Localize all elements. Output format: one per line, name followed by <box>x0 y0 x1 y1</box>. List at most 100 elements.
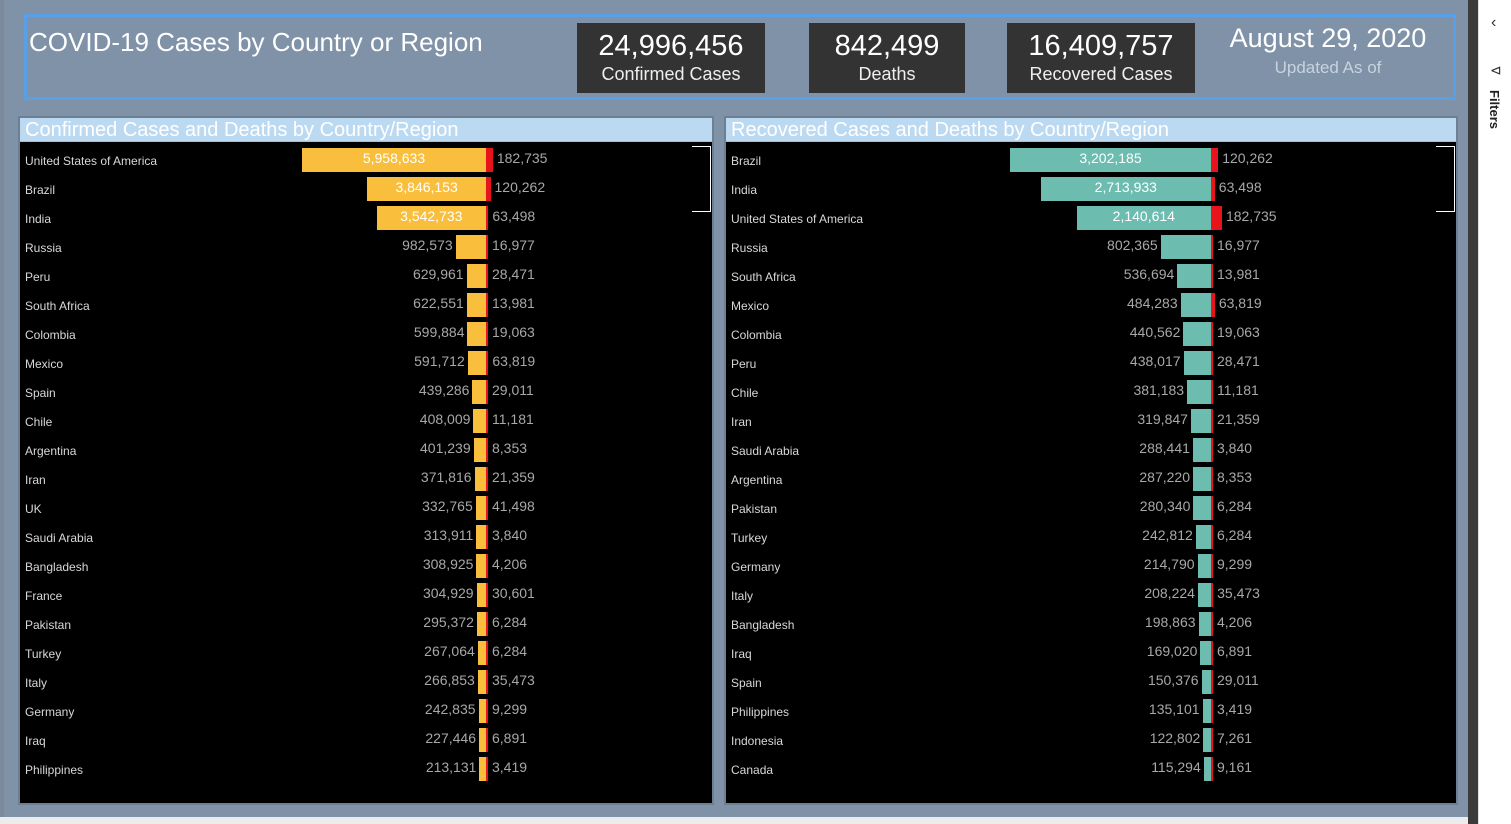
deaths-bar[interactable] <box>486 554 488 578</box>
deaths-bar[interactable] <box>1211 525 1213 549</box>
deaths-bar[interactable] <box>1211 496 1213 520</box>
confirmed-bar[interactable] <box>473 409 486 433</box>
confirmed-bar[interactable] <box>472 380 486 404</box>
deaths-bar[interactable] <box>1211 322 1213 346</box>
recovered-bar[interactable] <box>1177 264 1211 288</box>
deaths-bar[interactable] <box>1211 351 1213 375</box>
confirmed-chart-row[interactable]: Mexico 591,712 63,819 <box>20 347 712 376</box>
confirmed-chart-row[interactable]: Colombia 599,884 19,063 <box>20 318 712 347</box>
recovered-chart-row[interactable]: Spain 150,376 29,011 <box>726 666 1456 695</box>
recovered-bar[interactable] <box>1193 496 1211 520</box>
recovered-bar[interactable] <box>1192 467 1211 491</box>
deaths-bar[interactable] <box>1211 467 1213 491</box>
deaths-bar[interactable] <box>1211 293 1215 317</box>
confirmed-chart-panel[interactable]: Confirmed Cases and Deaths by Country/Re… <box>18 116 714 805</box>
confirmed-chart-row[interactable]: India 3,542,733 63,498 <box>20 202 712 231</box>
confirmed-bar[interactable] <box>467 351 486 375</box>
deaths-bar[interactable] <box>1211 380 1213 404</box>
confirmed-chart-row[interactable]: Iran 371,816 21,359 <box>20 463 712 492</box>
recovered-chart-row[interactable]: Pakistan 280,340 6,284 <box>726 492 1456 521</box>
confirmed-bar[interactable] <box>476 583 486 607</box>
deaths-bar[interactable] <box>486 235 488 259</box>
recovered-chart-row[interactable]: Bangladesh 198,863 4,206 <box>726 608 1456 637</box>
kpi-deaths-card[interactable]: 842,499 Deaths <box>809 23 965 93</box>
deaths-bar[interactable] <box>486 293 488 317</box>
recovered-bar[interactable] <box>1200 641 1211 665</box>
deaths-bar[interactable] <box>486 380 488 404</box>
confirmed-bar[interactable] <box>476 612 486 636</box>
recovered-chart-row[interactable]: Saudi Arabia 288,441 3,840 <box>726 434 1456 463</box>
recovered-bar[interactable] <box>1203 757 1211 781</box>
recovered-chart-row[interactable]: Turkey 242,812 6,284 <box>726 521 1456 550</box>
confirmed-chart-row[interactable]: Italy 266,853 35,473 <box>20 666 712 695</box>
deaths-bar[interactable] <box>486 409 488 433</box>
confirmed-chart-row[interactable]: Pakistan 295,372 6,284 <box>20 608 712 637</box>
deaths-bar[interactable] <box>1211 757 1213 781</box>
confirmed-chart-row[interactable]: United States of America 5,958,633 182,735 <box>20 144 712 173</box>
recovered-chart-row[interactable]: Indonesia 122,802 7,261 <box>726 724 1456 753</box>
filters-label[interactable]: Filters <box>1487 90 1502 130</box>
confirmed-chart-row[interactable]: Germany 242,835 9,299 <box>20 695 712 724</box>
deaths-bar[interactable] <box>1211 554 1213 578</box>
confirmed-bar[interactable] <box>475 496 486 520</box>
recovered-chart-row[interactable]: Mexico 484,283 63,819 <box>726 289 1456 318</box>
recovered-bar[interactable] <box>1010 148 1211 172</box>
deaths-bar[interactable] <box>1211 438 1213 462</box>
recovered-chart-row[interactable]: United States of America 2,140,614 182,735 <box>726 202 1456 231</box>
deaths-bar[interactable] <box>1211 728 1213 752</box>
recovered-chart-row[interactable]: Colombia 440,562 19,063 <box>726 318 1456 347</box>
deaths-bar[interactable] <box>486 148 493 172</box>
deaths-bar[interactable] <box>486 670 488 694</box>
recovered-chart-row[interactable]: Philippines 135,101 3,419 <box>726 695 1456 724</box>
chevron-left-icon[interactable]: ‹ <box>1491 14 1497 31</box>
confirmed-chart-row[interactable]: Saudi Arabia 313,911 3,840 <box>20 521 712 550</box>
confirmed-bar[interactable] <box>474 467 486 491</box>
deaths-bar[interactable] <box>1211 148 1219 172</box>
confirmed-chart-row[interactable]: Philippines 213,131 3,419 <box>20 753 712 782</box>
deaths-bar[interactable] <box>486 699 488 723</box>
recovered-chart-panel[interactable]: Recovered Cases and Deaths by Country/Re… <box>724 116 1458 805</box>
recovered-bar[interactable] <box>1180 293 1211 317</box>
recovered-bar[interactable] <box>1183 322 1211 346</box>
recovered-bar[interactable] <box>1203 728 1211 752</box>
confirmed-bar[interactable] <box>466 293 486 317</box>
filters-pane[interactable]: ‹ ⊲ Filters <box>1478 0 1511 824</box>
recovered-bar[interactable] <box>1202 699 1211 723</box>
recovered-bar[interactable] <box>1198 612 1211 636</box>
deaths-bar[interactable] <box>1211 409 1213 433</box>
recovered-chart-row[interactable]: Chile 381,183 11,181 <box>726 376 1456 405</box>
confirmed-chart-row[interactable]: Russia 982,573 16,977 <box>20 231 712 260</box>
deaths-bar[interactable] <box>486 612 488 636</box>
confirmed-bar[interactable] <box>477 641 486 665</box>
confirmed-bar[interactable] <box>467 322 486 346</box>
kpi-confirmed-card[interactable]: 24,996,456 Confirmed Cases <box>577 23 765 93</box>
confirmed-chart-row[interactable]: Spain 439,286 29,011 <box>20 376 712 405</box>
deaths-bar[interactable] <box>486 728 488 752</box>
confirmed-chart-row[interactable]: Peru 629,961 28,471 <box>20 260 712 289</box>
confirmed-bar[interactable] <box>473 438 486 462</box>
confirmed-bar[interactable] <box>376 206 486 230</box>
deaths-bar[interactable] <box>1211 583 1214 607</box>
date-card[interactable]: August 29, 2020 Updated As of <box>1223 21 1433 81</box>
recovered-bar[interactable] <box>1201 670 1211 694</box>
deaths-bar[interactable] <box>486 467 488 491</box>
recovered-chart-row[interactable]: Peru 438,017 28,471 <box>726 347 1456 376</box>
recovered-bar[interactable] <box>1190 409 1211 433</box>
deaths-bar[interactable] <box>486 206 489 230</box>
deaths-bar[interactable] <box>486 583 488 607</box>
confirmed-bar[interactable] <box>477 670 486 694</box>
confirmed-bar[interactable] <box>476 525 486 549</box>
recovered-bar[interactable] <box>1076 206 1211 230</box>
confirmed-chart-row[interactable]: Argentina 401,239 8,353 <box>20 434 712 463</box>
deaths-bar[interactable] <box>1211 177 1215 201</box>
deaths-bar[interactable] <box>486 525 488 549</box>
deaths-bar[interactable] <box>1211 264 1213 288</box>
deaths-bar[interactable] <box>486 322 488 346</box>
confirmed-chart-row[interactable]: Iraq 227,446 6,891 <box>20 724 712 753</box>
recovered-chart-row[interactable]: Germany 214,790 9,299 <box>726 550 1456 579</box>
confirmed-bar[interactable] <box>302 148 486 172</box>
deaths-bar[interactable] <box>1211 699 1213 723</box>
recovered-chart-row[interactable]: India 2,713,933 63,498 <box>726 173 1456 202</box>
confirmed-bar[interactable] <box>466 264 486 288</box>
recovered-chart-row[interactable]: Argentina 287,220 8,353 <box>726 463 1456 492</box>
